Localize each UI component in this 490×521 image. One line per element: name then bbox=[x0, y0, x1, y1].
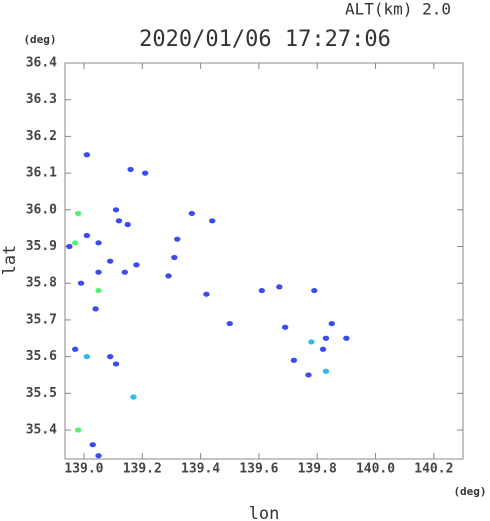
echo-point bbox=[66, 243, 73, 250]
echo-point bbox=[165, 273, 172, 279]
plot-frame bbox=[64, 62, 464, 460]
y-tick-label: 36.0 bbox=[26, 202, 57, 217]
y-tick-label: 36.1 bbox=[26, 166, 57, 181]
echo-point bbox=[130, 394, 137, 400]
x-tick-label: 139.6 bbox=[239, 462, 278, 477]
echo-point bbox=[95, 287, 102, 294]
echo-point bbox=[89, 442, 96, 448]
echo-point bbox=[83, 354, 91, 360]
y-tick-label: 35.7 bbox=[26, 312, 57, 327]
echo-point bbox=[74, 427, 82, 433]
y-tick-label: 35.5 bbox=[26, 386, 57, 401]
y-tick-label: 36.2 bbox=[26, 129, 57, 144]
echo-point bbox=[188, 210, 196, 217]
echo-point bbox=[328, 320, 335, 327]
echo-point bbox=[74, 210, 82, 217]
x-tick-label: 140.2 bbox=[414, 462, 453, 477]
echo-point bbox=[121, 269, 128, 275]
echo-point bbox=[311, 287, 318, 294]
y-tick-label: 36.4 bbox=[26, 56, 57, 71]
echo-point bbox=[124, 221, 131, 228]
x-unit: (deg) bbox=[453, 485, 486, 498]
echo-point bbox=[276, 284, 283, 290]
y-tick-label: 35.9 bbox=[26, 239, 57, 254]
echo-point bbox=[112, 207, 120, 213]
echo-point bbox=[174, 236, 181, 242]
echo-point bbox=[343, 335, 350, 341]
y-tick-label: 36.3 bbox=[26, 92, 57, 107]
echo-point bbox=[95, 240, 102, 246]
echo-point bbox=[226, 320, 233, 327]
echo-point bbox=[319, 346, 327, 352]
echo-point bbox=[322, 368, 330, 374]
y-axis-label: lat bbox=[0, 245, 20, 276]
echo-point bbox=[141, 170, 149, 176]
echo-point bbox=[322, 335, 330, 341]
x-axis-label: lon bbox=[249, 504, 280, 521]
echo-point bbox=[95, 269, 102, 275]
echo-point bbox=[112, 361, 120, 367]
echo-point bbox=[77, 280, 85, 286]
echo-point bbox=[209, 218, 216, 224]
echo-point bbox=[133, 262, 140, 268]
echo-point bbox=[83, 152, 91, 158]
echo-point bbox=[258, 287, 266, 294]
echo-point bbox=[95, 453, 102, 459]
echo-point bbox=[171, 254, 178, 261]
y-unit: (deg) bbox=[23, 33, 56, 46]
y-tick-label: 35.6 bbox=[26, 349, 57, 364]
echo-point bbox=[106, 258, 114, 264]
echo-point bbox=[115, 218, 123, 224]
echo-point bbox=[72, 346, 79, 352]
y-tick-label: 35.8 bbox=[26, 276, 57, 291]
echo-point bbox=[127, 166, 134, 173]
chart-title: 2020/01/06 17:27:06 bbox=[139, 27, 391, 52]
echo-point bbox=[290, 357, 298, 363]
echo-point bbox=[305, 372, 312, 378]
altitude-label: ALT(km) 2.0 bbox=[345, 0, 451, 19]
echo-point bbox=[92, 306, 99, 312]
x-tick-label: 139.8 bbox=[298, 462, 337, 477]
x-tick-label: 139.4 bbox=[181, 462, 220, 477]
x-tick-label: 139.2 bbox=[123, 462, 162, 477]
echo-point bbox=[72, 240, 79, 246]
echo-point bbox=[281, 324, 289, 330]
echo-point bbox=[203, 291, 210, 297]
x-tick-label: 140.0 bbox=[356, 462, 395, 477]
echo-point bbox=[83, 232, 91, 239]
echo-point bbox=[308, 339, 315, 345]
echo-point bbox=[106, 354, 114, 360]
x-tick-label: 139.0 bbox=[64, 462, 103, 477]
y-tick-label: 35.4 bbox=[26, 423, 57, 438]
